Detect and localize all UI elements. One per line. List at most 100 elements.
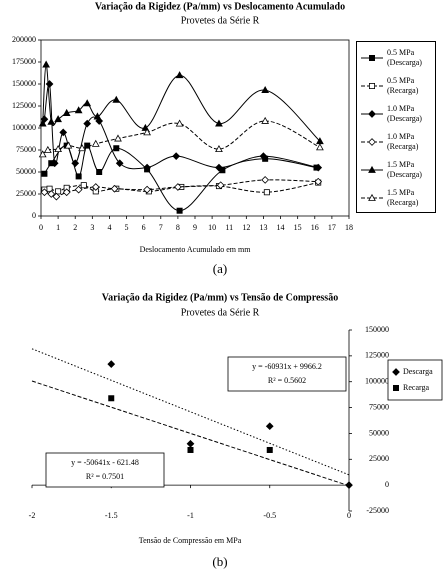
x-tick-label: 0 bbox=[39, 223, 43, 232]
x-tick-label: 4 bbox=[107, 223, 111, 232]
x-tick-label: -0.5 bbox=[263, 511, 276, 520]
y-tick-label: 150000 bbox=[365, 325, 389, 334]
marker bbox=[368, 55, 375, 61]
marker bbox=[216, 181, 225, 190]
x-tick-label: -1 bbox=[187, 511, 194, 520]
marker bbox=[368, 83, 375, 89]
marker bbox=[215, 163, 223, 172]
trendline-r2: R² = 0.5602 bbox=[268, 376, 306, 385]
legend-label: 0.5 MPa (Descarga) bbox=[387, 48, 422, 67]
trendline-label-box bbox=[227, 356, 347, 392]
marker bbox=[91, 139, 100, 147]
legend-swatch bbox=[361, 55, 383, 61]
marker bbox=[345, 481, 353, 490]
marker bbox=[91, 183, 100, 191]
y-tick-label: 0 bbox=[32, 211, 36, 220]
marker bbox=[316, 143, 324, 151]
marker bbox=[215, 119, 223, 127]
marker bbox=[52, 192, 61, 201]
legend-entry: 1.0 MPa (Descarga) bbox=[357, 100, 435, 128]
y-tick-label: 0 bbox=[385, 480, 389, 489]
caption: (b) bbox=[212, 554, 227, 569]
x-tick-label: 12 bbox=[242, 223, 250, 232]
marker bbox=[38, 119, 47, 127]
trendline-r2: R² = 0.7501 bbox=[86, 472, 124, 481]
marker bbox=[83, 119, 92, 128]
trendline bbox=[31, 380, 350, 487]
marker bbox=[96, 168, 103, 175]
marker bbox=[62, 188, 71, 197]
y-tick-label: 100000 bbox=[365, 377, 389, 386]
marker bbox=[176, 207, 183, 214]
chart-subtitle: Provetes da Série R bbox=[181, 15, 260, 26]
marker bbox=[266, 446, 273, 453]
y-tick-label: 50000 bbox=[16, 167, 36, 176]
y-tick-label: 150000 bbox=[12, 79, 36, 88]
marker bbox=[45, 80, 54, 88]
marker bbox=[261, 176, 270, 184]
marker bbox=[392, 384, 399, 391]
marker bbox=[74, 185, 83, 194]
marker bbox=[62, 108, 71, 116]
legend-label: 0.5 MPa (Recarga) bbox=[387, 76, 419, 95]
marker bbox=[368, 138, 376, 146]
marker bbox=[143, 185, 151, 194]
y-tick-label: 175000 bbox=[12, 57, 36, 66]
marker bbox=[368, 110, 376, 118]
x-tick-label: 6 bbox=[142, 223, 146, 232]
x-tick-label: 0 bbox=[347, 511, 351, 520]
marker bbox=[54, 144, 62, 153]
marker bbox=[47, 117, 56, 125]
marker bbox=[172, 152, 181, 161]
marker bbox=[75, 173, 82, 180]
x-tick-label: 18 bbox=[345, 223, 353, 232]
series-line bbox=[42, 120, 321, 155]
marker bbox=[368, 165, 376, 173]
y-tick-label: 50000 bbox=[369, 428, 389, 437]
marker bbox=[261, 86, 270, 94]
x-tick-label: 7 bbox=[159, 223, 163, 232]
legend-entry: 1.5 MPa (Recarga) bbox=[357, 184, 435, 212]
x-tick-label: 5 bbox=[125, 223, 129, 232]
marker bbox=[47, 190, 56, 198]
marker bbox=[55, 188, 62, 195]
marker bbox=[41, 170, 48, 177]
marker bbox=[114, 134, 122, 142]
x-tick-label: 14 bbox=[277, 223, 285, 232]
marker bbox=[110, 184, 119, 193]
marker bbox=[78, 144, 86, 152]
legend-label: 1.5 MPa (Recarga) bbox=[387, 188, 419, 207]
marker bbox=[314, 163, 323, 172]
legend-label: Recarga bbox=[403, 383, 430, 392]
marker bbox=[112, 95, 121, 103]
legend-label: Descarga bbox=[403, 367, 433, 376]
marker bbox=[113, 145, 120, 152]
x-tick-label: -2 bbox=[29, 511, 36, 520]
x-tick-label: 8 bbox=[176, 223, 180, 232]
legend-entry: 0.5 MPa (Recarga) bbox=[357, 72, 435, 100]
marker bbox=[265, 422, 274, 431]
marker bbox=[93, 112, 102, 120]
marker bbox=[392, 368, 400, 376]
marker bbox=[46, 185, 53, 192]
marker bbox=[42, 60, 51, 68]
chart-subtitle: Provetes da Série R bbox=[181, 307, 260, 318]
marker bbox=[261, 116, 270, 124]
x-tick-label: 1 bbox=[56, 223, 60, 232]
marker bbox=[40, 115, 49, 124]
plot-frame bbox=[40, 39, 350, 217]
legend bbox=[387, 359, 443, 401]
legend: 0.5 MPa (Descarga) 0.5 MPa (Recarga) 1.0 M… bbox=[356, 41, 436, 213]
marker bbox=[107, 360, 116, 368]
y-tick-label: 75000 bbox=[16, 145, 36, 154]
marker bbox=[59, 128, 68, 137]
y-tick-label: 25000 bbox=[16, 189, 36, 198]
y-tick-label: 75000 bbox=[369, 402, 389, 411]
y-tick-label: -25000 bbox=[366, 506, 389, 515]
marker bbox=[368, 193, 376, 201]
legend-entry: 1.0 MPa (Recarga) bbox=[357, 128, 435, 156]
marker bbox=[74, 106, 83, 114]
x-tick-label: 15 bbox=[294, 223, 302, 232]
legend-swatch bbox=[361, 138, 383, 146]
